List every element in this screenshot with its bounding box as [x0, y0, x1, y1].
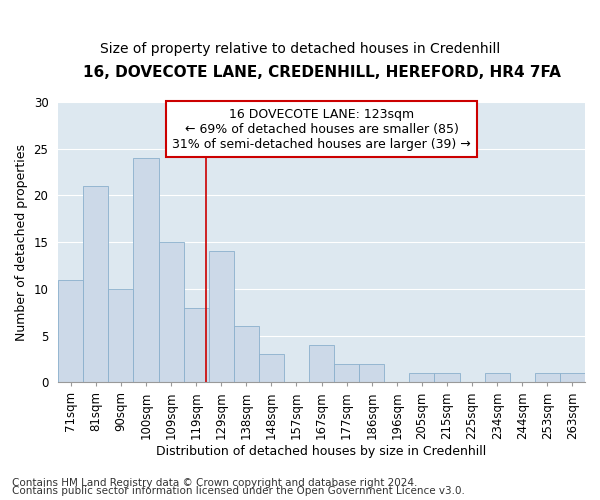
X-axis label: Distribution of detached houses by size in Credenhill: Distribution of detached houses by size … — [157, 444, 487, 458]
Text: Contains HM Land Registry data © Crown copyright and database right 2024.: Contains HM Land Registry data © Crown c… — [12, 478, 418, 488]
Bar — [434, 373, 460, 382]
Text: Size of property relative to detached houses in Credenhill: Size of property relative to detached ho… — [100, 42, 500, 56]
Bar — [409, 373, 434, 382]
Bar — [359, 364, 384, 382]
Text: Contains public sector information licensed under the Open Government Licence v3: Contains public sector information licen… — [12, 486, 465, 496]
Bar — [234, 326, 259, 382]
Text: 16 DOVECOTE LANE: 123sqm
← 69% of detached houses are smaller (85)
31% of semi-d: 16 DOVECOTE LANE: 123sqm ← 69% of detach… — [172, 108, 471, 150]
Bar — [158, 242, 184, 382]
Bar — [334, 364, 359, 382]
Y-axis label: Number of detached properties: Number of detached properties — [15, 144, 28, 340]
Bar — [58, 280, 83, 382]
Bar — [209, 252, 234, 382]
Bar — [535, 373, 560, 382]
Bar — [83, 186, 109, 382]
Bar — [133, 158, 158, 382]
Title: 16, DOVECOTE LANE, CREDENHILL, HEREFORD, HR4 7FA: 16, DOVECOTE LANE, CREDENHILL, HEREFORD,… — [83, 65, 560, 80]
Bar — [184, 308, 209, 382]
Bar — [309, 345, 334, 383]
Bar — [560, 373, 585, 382]
Bar — [485, 373, 510, 382]
Bar — [259, 354, 284, 382]
Bar — [109, 289, 133, 382]
